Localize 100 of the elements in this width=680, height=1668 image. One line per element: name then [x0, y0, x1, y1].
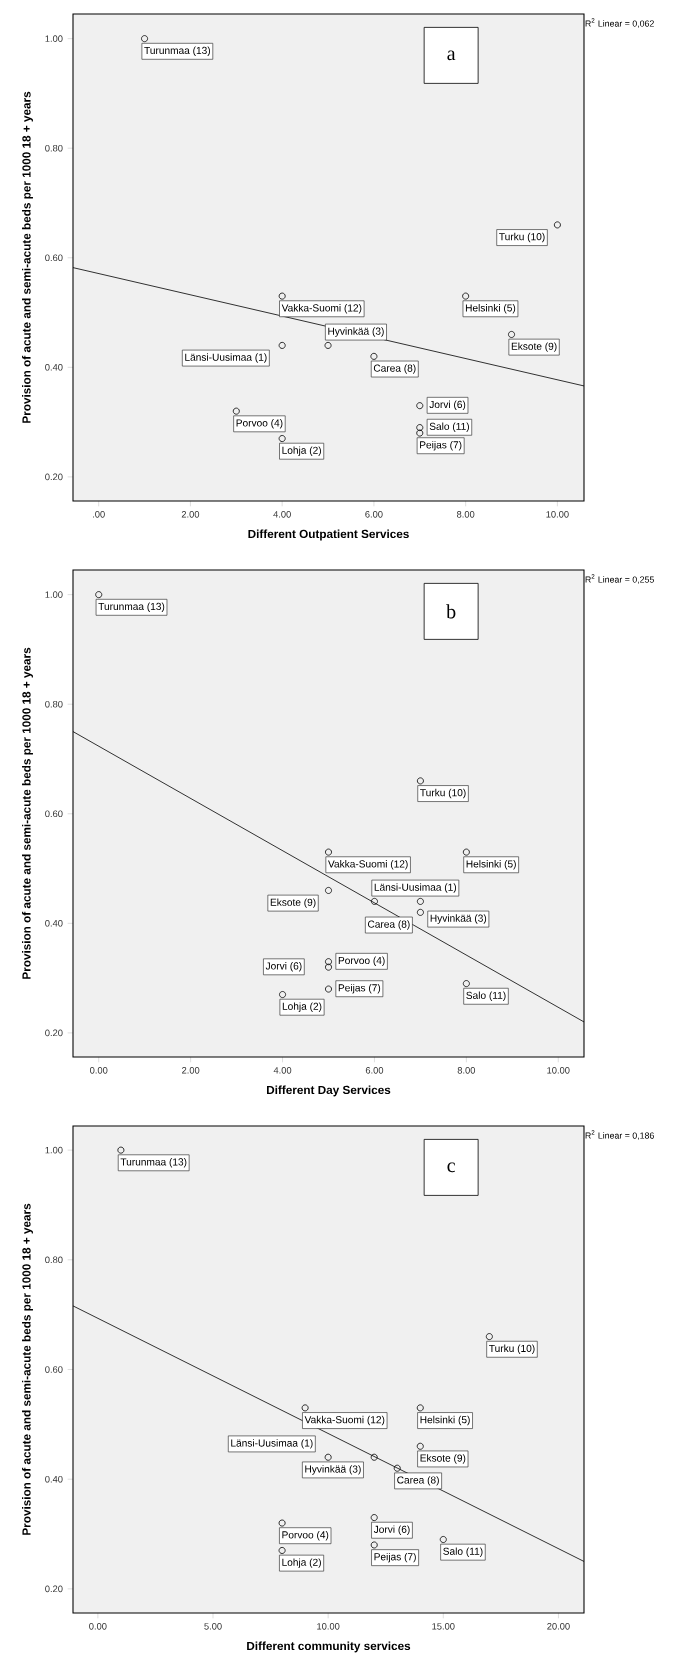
annotation: Peijas (7) — [338, 984, 381, 994]
y-tick-label: 0.40 — [45, 364, 63, 371]
x-tick-label: 10.00 — [317, 1623, 340, 1630]
point — [117, 1146, 125, 1154]
point — [301, 1404, 309, 1412]
point — [278, 292, 286, 300]
annotation: Turunmaa (13) — [120, 1158, 187, 1168]
point — [553, 221, 561, 229]
annotation: Vakka-Suomi (12) — [328, 860, 408, 870]
point — [325, 958, 332, 966]
annotation: Carea (8) — [373, 364, 416, 374]
annotation: a — [447, 50, 456, 61]
y-tick-label: 1.00 — [45, 35, 63, 42]
point — [278, 1519, 286, 1527]
annotation: Turku (10) — [499, 232, 545, 243]
point — [370, 897, 378, 905]
annotation: Salo (11) — [466, 991, 506, 1001]
y-tick-label: 0.80 — [45, 700, 63, 708]
annotation: Turunmaa (13) — [144, 46, 211, 57]
x-axis-title: Different community services — [247, 1641, 411, 1653]
annotation: Lohja (2) — [282, 446, 321, 456]
annotation: Eksote (9) — [270, 898, 316, 908]
annotation: Porvoo (4) — [338, 956, 385, 967]
point — [416, 897, 424, 905]
annotation: Carea (8) — [367, 920, 410, 930]
annotation: Jorvi (6) — [265, 962, 302, 972]
annotation: Porvoo (4) — [236, 419, 283, 429]
point — [439, 1536, 447, 1543]
y-tick-label: 1.00 — [45, 591, 63, 598]
x-tick-label: 0.00 — [90, 1067, 108, 1074]
annotation: Helsinki (5) — [420, 1415, 470, 1426]
point — [278, 435, 286, 443]
annotation: Peijas (7) — [374, 1552, 416, 1563]
annotation: Hyvinkää (3) — [430, 914, 487, 924]
point — [416, 1442, 424, 1450]
x-tick-label: 2.00 — [181, 511, 200, 518]
point — [416, 429, 424, 437]
point — [325, 886, 332, 894]
point — [95, 591, 103, 599]
x-tick-label: 20.00 — [547, 1623, 570, 1630]
annotation: Jorvi (6) — [429, 400, 466, 411]
point — [325, 963, 332, 971]
y-tick-label: 0.20 — [45, 1029, 63, 1037]
annotation: Vakka-Suomi (12) — [304, 1415, 385, 1426]
point — [324, 341, 332, 349]
point — [324, 1453, 332, 1461]
x-tick-label: 4.00 — [273, 511, 291, 518]
point — [370, 1453, 378, 1461]
x-tick-label: .00 — [93, 511, 105, 518]
point — [279, 991, 287, 999]
point — [416, 777, 424, 785]
point — [370, 1541, 378, 1549]
y-tick-label: 0.60 — [45, 254, 63, 262]
annotation: Turku (10) — [489, 1344, 535, 1354]
y-tick-label: 0.60 — [45, 810, 63, 818]
annotation: Helsinki (5) — [465, 304, 516, 314]
point — [278, 1547, 286, 1554]
annotation: Vakka-Suomi (12) — [281, 304, 362, 314]
point — [278, 341, 286, 349]
x-tick-label: 8.00 — [457, 1067, 476, 1074]
text: R$^{2}$ Linear = 0,255 — [585, 574, 654, 584]
point — [370, 1514, 378, 1522]
text: R$^{2}$ Linear = 0,062 — [585, 18, 654, 28]
x-axis-title: Different Day Services — [267, 1085, 391, 1097]
point — [416, 908, 424, 916]
y-tick-label: 0.40 — [45, 920, 63, 927]
annotation: Porvoo (4) — [282, 1531, 329, 1541]
point — [508, 330, 515, 338]
annotation: Turku (10) — [420, 788, 466, 799]
annotation: Länsi-Uusimaa (1) — [185, 353, 267, 363]
point — [462, 980, 470, 988]
y-tick-label: 0.20 — [45, 1585, 63, 1593]
annotation: Eksote (9) — [420, 1454, 466, 1464]
point — [462, 848, 470, 856]
y-tick-label: 0.40 — [45, 1475, 63, 1483]
annotation: Hyvinkää (3) — [305, 1465, 361, 1475]
y-tick-label: 0.80 — [45, 1256, 63, 1264]
point — [325, 848, 332, 856]
annotation: Salo (11) — [443, 1547, 483, 1557]
y-axis-title: Provision of acute and semi-acute beds per 1000 18 + years — [22, 1203, 33, 1535]
point — [416, 1404, 424, 1412]
point — [485, 1333, 493, 1341]
annotation: Lohja (2) — [282, 1558, 321, 1568]
x-tick-label: 4.00 — [273, 1067, 292, 1074]
x-axis-title: Different Outpatient Services — [248, 529, 409, 541]
text: R$^{2}$ Linear = 0,186 — [585, 1130, 654, 1140]
point — [232, 407, 240, 415]
point — [141, 35, 149, 43]
x-tick-label: 10.00 — [547, 1067, 570, 1074]
annotation: Salo (11) — [429, 422, 469, 432]
x-tick-label: 10.00 — [546, 511, 569, 518]
x-tick-label: 5.00 — [204, 1623, 222, 1630]
point — [462, 292, 470, 300]
x-tick-label: 0.00 — [89, 1623, 107, 1630]
annotation: Helsinki (5) — [466, 860, 516, 870]
point — [416, 402, 424, 410]
annotation: Turunmaa (13) — [98, 602, 165, 613]
y-tick-label: 0.80 — [45, 144, 63, 152]
annotation: c — [447, 1162, 455, 1173]
x-tick-label: 6.00 — [365, 511, 383, 518]
